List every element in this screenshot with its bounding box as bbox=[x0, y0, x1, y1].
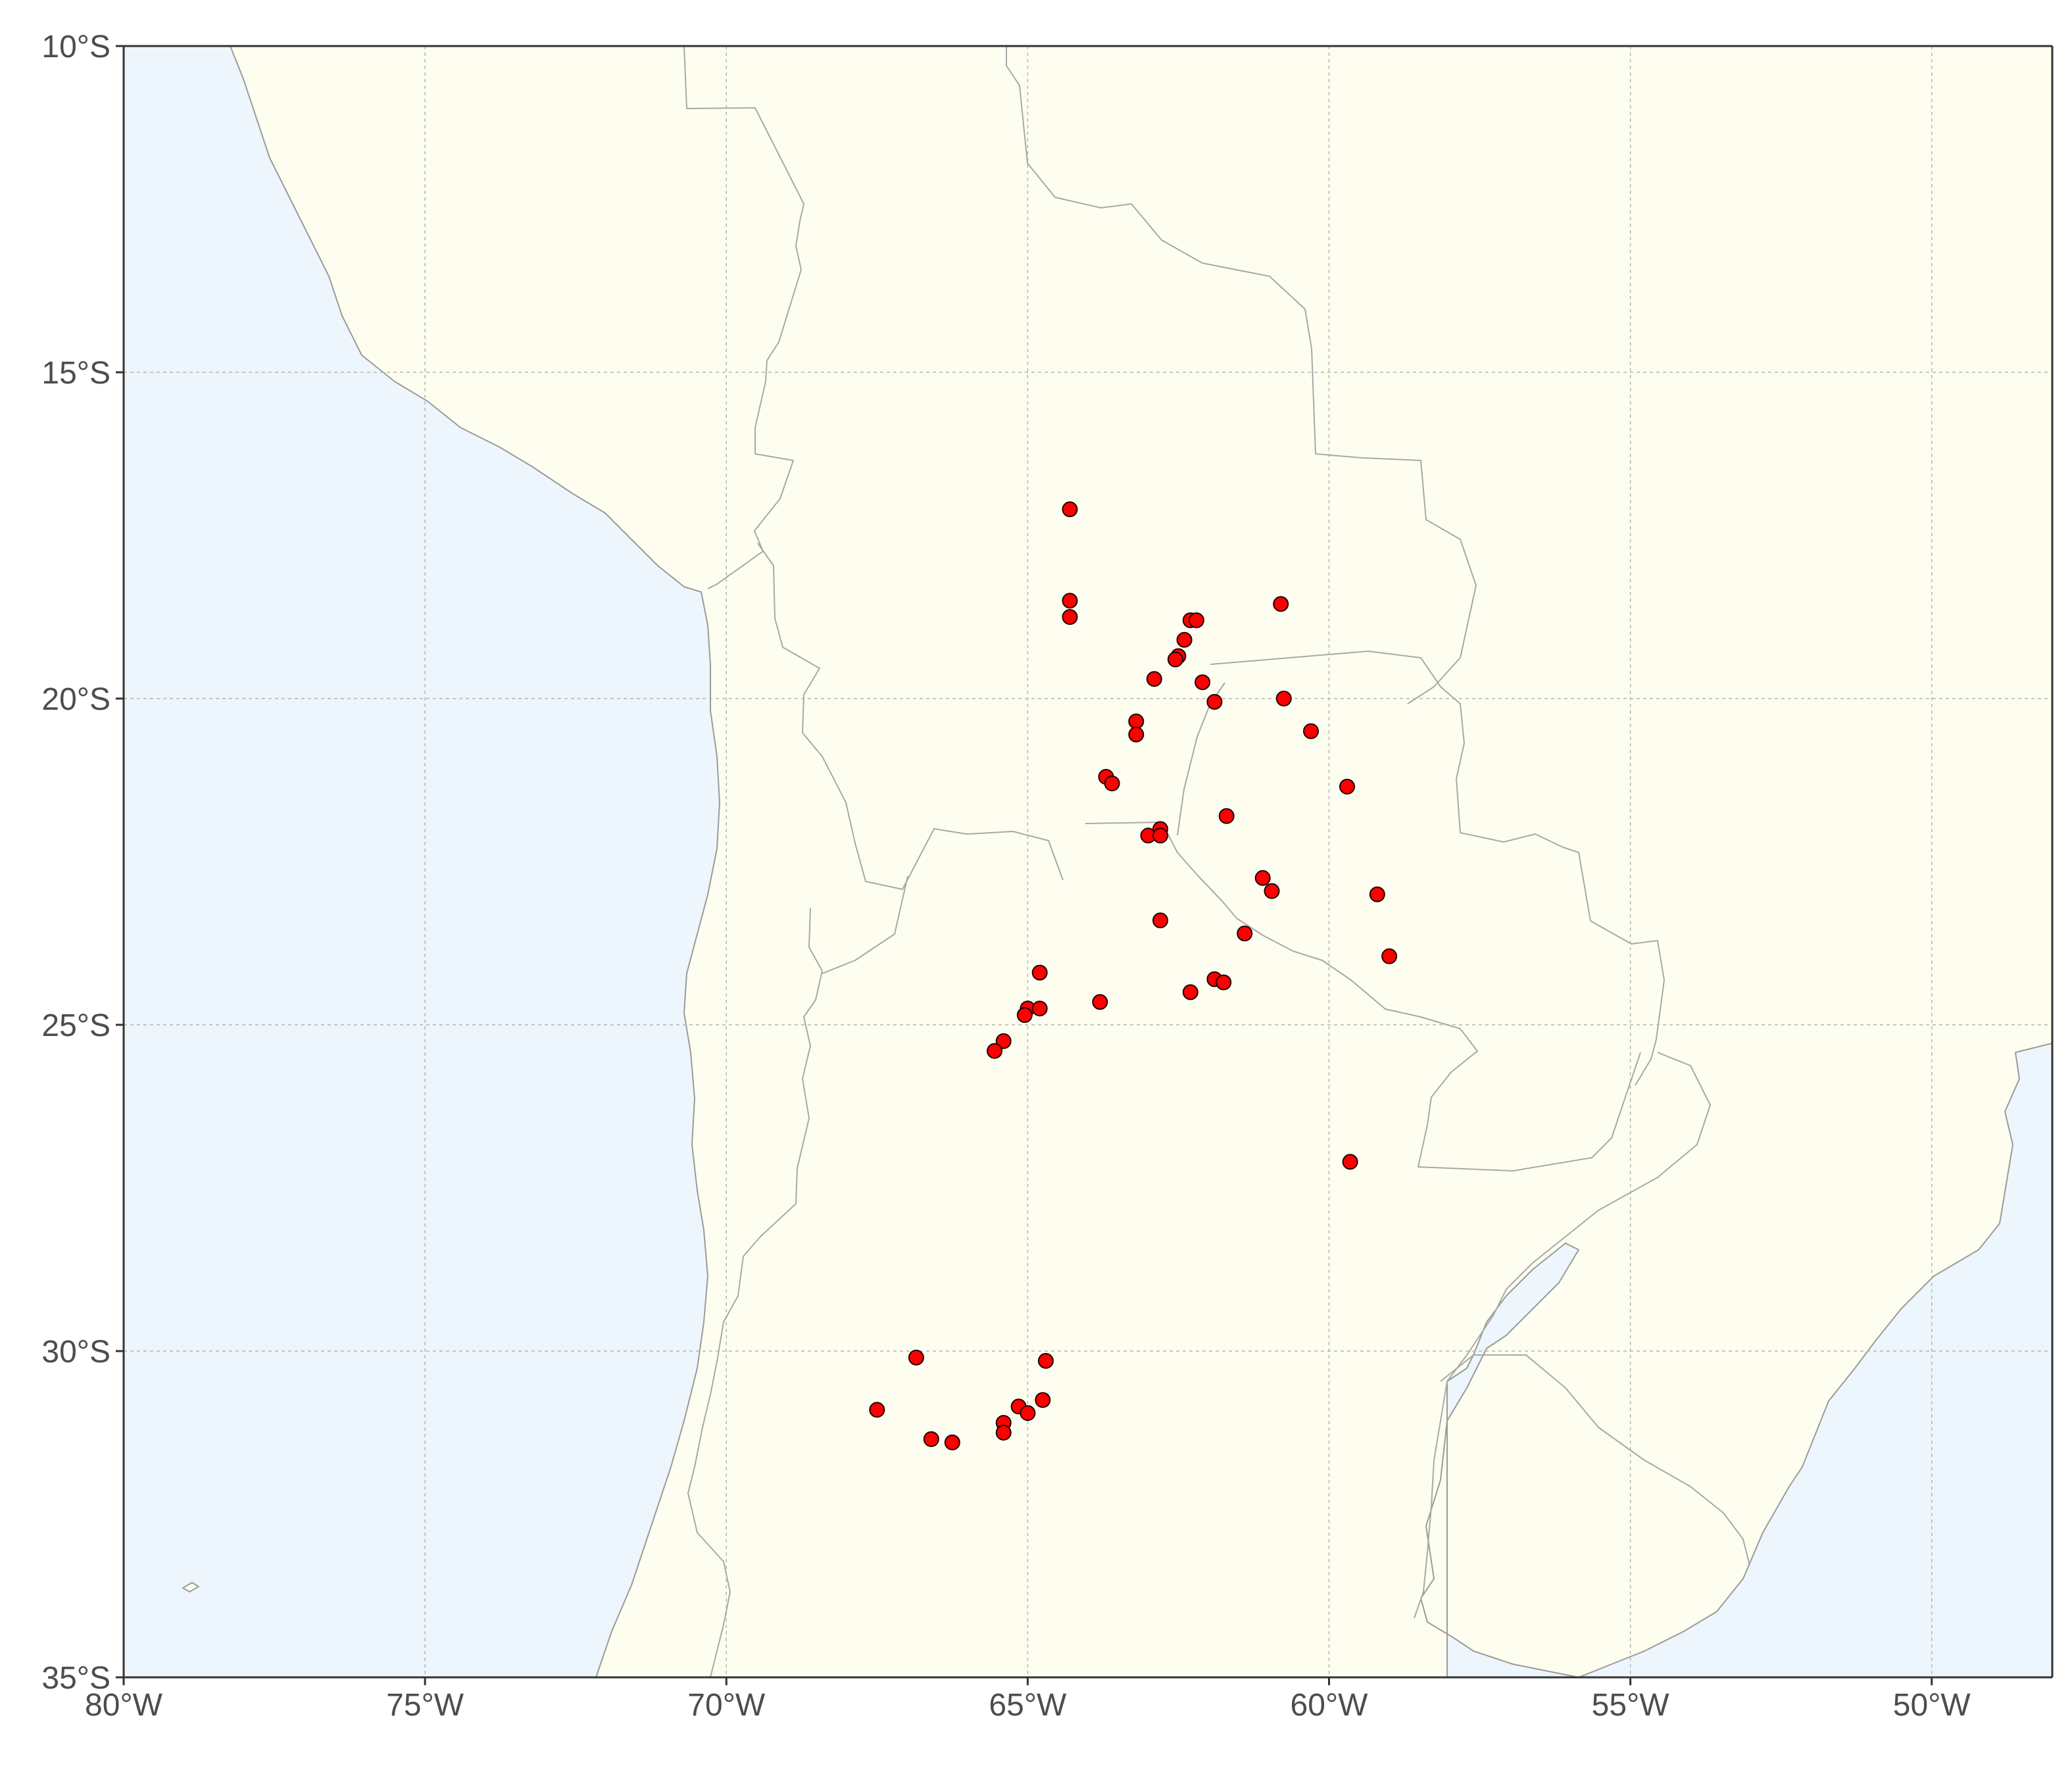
occurrence-point bbox=[1369, 886, 1385, 902]
y-tick-label: 30°S bbox=[41, 1335, 111, 1369]
occurrence-point bbox=[1188, 612, 1204, 628]
y-tick-label: 10°S bbox=[41, 30, 111, 64]
occurrence-point bbox=[1031, 964, 1048, 981]
occurrence-point bbox=[1342, 1154, 1358, 1170]
occurrence-point bbox=[995, 1033, 1012, 1049]
border-chile-argentina bbox=[687, 907, 823, 1677]
x-tick-label: 60°W bbox=[1291, 1688, 1369, 1723]
occurrence-point bbox=[944, 1434, 960, 1450]
occurrence-point bbox=[1020, 1405, 1036, 1421]
occurrence-point bbox=[1216, 974, 1232, 991]
occurrence-point bbox=[1062, 501, 1078, 518]
occurrence-point bbox=[908, 1349, 924, 1366]
occurrence-point bbox=[1264, 883, 1280, 899]
x-tick-label: 65°W bbox=[989, 1688, 1067, 1723]
occurrence-point bbox=[1237, 925, 1253, 942]
occurrence-point bbox=[1016, 1007, 1033, 1024]
occurrence-point bbox=[1339, 778, 1355, 795]
occurrence-point bbox=[1035, 1392, 1051, 1408]
border-bolivia-argentina-paraguay bbox=[1085, 822, 1641, 1172]
occurrence-point bbox=[1152, 912, 1168, 929]
y-tick-label: 35°S bbox=[41, 1661, 111, 1696]
occurrence-point bbox=[1146, 671, 1162, 687]
border-uruguay-argentina bbox=[1414, 1381, 1448, 1619]
occurrence-point bbox=[1176, 631, 1193, 648]
map-panel bbox=[124, 46, 2052, 1677]
country-borders bbox=[683, 46, 1750, 1677]
graticule bbox=[124, 46, 2052, 1677]
y-tick-label: 15°S bbox=[41, 356, 111, 391]
occurrence-point bbox=[1152, 827, 1168, 844]
x-tick-label: 55°W bbox=[1592, 1688, 1670, 1723]
occurrence-point bbox=[987, 1043, 1002, 1059]
occurrence-point bbox=[1092, 994, 1108, 1010]
occurrence-point bbox=[1195, 674, 1211, 691]
occurrence-point bbox=[1167, 651, 1183, 668]
occurrence-point bbox=[1062, 609, 1078, 625]
occurrence-point bbox=[1218, 808, 1235, 824]
occurrence-point bbox=[1275, 691, 1292, 706]
occurrence-point bbox=[1128, 713, 1145, 729]
occurrence-point bbox=[1031, 1000, 1048, 1017]
border-uruguay-brazil bbox=[1440, 1354, 1750, 1566]
occurrence-point bbox=[1128, 726, 1145, 743]
occurrence-point bbox=[1062, 593, 1078, 609]
occurrence-point bbox=[1254, 870, 1271, 886]
border-argentina-paraguay-mesopotamia bbox=[1446, 1052, 1711, 1382]
occurrence-point bbox=[923, 1431, 939, 1447]
x-tick-label: 70°W bbox=[687, 1688, 766, 1723]
x-axis-ticks: 80°W 75°W 70°W 65°W 60°W 55°W 50°W bbox=[85, 1677, 1971, 1723]
y-tick-label: 25°S bbox=[41, 1008, 111, 1043]
occurrence-point bbox=[1303, 723, 1319, 739]
occurrence-point bbox=[1037, 1352, 1054, 1369]
occurrence-point bbox=[1381, 948, 1398, 964]
occurrence-point bbox=[1206, 694, 1223, 710]
x-tick-label: 80°W bbox=[85, 1688, 163, 1723]
occurrence-point bbox=[995, 1425, 1012, 1441]
occurrence-point bbox=[869, 1402, 885, 1418]
x-tick-label: 75°W bbox=[386, 1688, 464, 1723]
border-bolivia-paraguay bbox=[1210, 651, 1665, 1086]
south-america-landmass bbox=[230, 46, 2052, 1677]
occurrence-point bbox=[1104, 776, 1120, 791]
occurrence-point bbox=[1273, 596, 1289, 612]
border-argentina-northwest bbox=[822, 876, 908, 974]
x-tick-label: 50°W bbox=[1893, 1688, 1971, 1723]
border-chile-bolivia bbox=[757, 543, 1064, 890]
y-axis-ticks: 10°S 15°S 20°S 25°S 30°S 35°S bbox=[41, 30, 124, 1696]
occurrence-point bbox=[1182, 984, 1198, 1000]
island-shape bbox=[182, 1582, 199, 1592]
axes: 80°W 75°W 70°W 65°W 60°W 55°W 50°W 10°S 15°S 20°… bbox=[41, 30, 2054, 1723]
border-peru-bolivia bbox=[683, 46, 804, 589]
border-bolivia-brazil-north bbox=[918, 46, 1477, 704]
y-tick-label: 20°S bbox=[41, 682, 111, 717]
occurrence-points bbox=[869, 501, 1398, 1450]
